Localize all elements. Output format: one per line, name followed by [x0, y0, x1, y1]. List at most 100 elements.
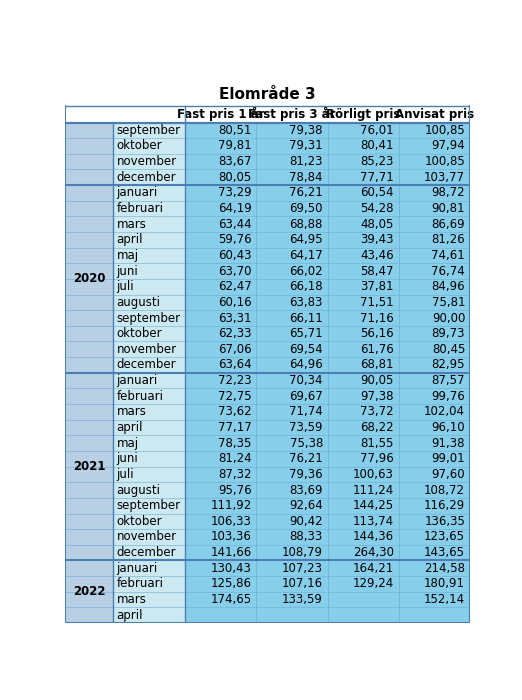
Bar: [113, 310, 185, 326]
Text: 2020: 2020: [73, 272, 105, 286]
Text: 133,59: 133,59: [282, 593, 323, 606]
Text: 79,38: 79,38: [289, 124, 323, 136]
Bar: [65, 482, 113, 498]
Text: 78,84: 78,84: [289, 171, 323, 183]
Text: 79,81: 79,81: [218, 139, 252, 153]
Bar: [113, 545, 185, 561]
Text: 144,25: 144,25: [353, 499, 394, 512]
Text: 60,54: 60,54: [361, 186, 394, 200]
Text: 73,59: 73,59: [289, 421, 323, 434]
Bar: [65, 608, 470, 623]
Bar: [65, 545, 113, 561]
Bar: [113, 608, 185, 623]
Text: 83,69: 83,69: [289, 484, 323, 496]
Text: 69,67: 69,67: [289, 390, 323, 402]
Bar: [65, 420, 113, 435]
Text: januari: januari: [116, 186, 158, 200]
Text: 129,24: 129,24: [353, 578, 394, 590]
Bar: [65, 514, 470, 529]
Text: 80,51: 80,51: [218, 124, 252, 136]
Text: juni: juni: [116, 265, 138, 278]
Text: 60,43: 60,43: [218, 249, 252, 262]
Text: 103,36: 103,36: [211, 531, 252, 543]
Text: 111,92: 111,92: [210, 499, 252, 512]
Text: 70,34: 70,34: [289, 374, 323, 387]
Bar: [65, 216, 113, 232]
Text: 103,77: 103,77: [424, 171, 465, 183]
Text: 80,41: 80,41: [361, 139, 394, 153]
Bar: [65, 138, 470, 154]
Bar: [65, 357, 113, 372]
Bar: [113, 561, 185, 576]
Text: 90,00: 90,00: [432, 312, 465, 325]
Text: 74,61: 74,61: [431, 249, 465, 262]
Text: 130,43: 130,43: [211, 562, 252, 575]
Text: 99,76: 99,76: [431, 390, 465, 402]
Text: 2022: 2022: [73, 585, 105, 598]
Bar: [65, 185, 470, 201]
Bar: [65, 451, 470, 467]
Text: april: april: [116, 609, 143, 622]
Bar: [65, 154, 113, 169]
Text: 72,23: 72,23: [218, 374, 252, 387]
Text: 75,81: 75,81: [432, 296, 465, 309]
Text: 76,21: 76,21: [289, 186, 323, 200]
Bar: [113, 467, 185, 482]
Bar: [65, 310, 113, 326]
Text: 60,16: 60,16: [218, 296, 252, 309]
Bar: [113, 138, 185, 154]
Text: 100,85: 100,85: [424, 155, 465, 168]
Text: 81,55: 81,55: [361, 437, 394, 449]
Text: 264,30: 264,30: [353, 546, 394, 559]
Bar: [113, 232, 185, 248]
Text: mars: mars: [116, 593, 146, 606]
Text: 81,24: 81,24: [218, 452, 252, 466]
Text: 66,02: 66,02: [289, 265, 323, 278]
Bar: [65, 169, 470, 185]
Text: 59,76: 59,76: [218, 233, 252, 246]
Bar: [65, 529, 470, 545]
Bar: [113, 342, 185, 357]
Text: 79,31: 79,31: [289, 139, 323, 153]
Text: oktober: oktober: [116, 327, 162, 340]
Text: 82,95: 82,95: [432, 358, 465, 372]
Text: 107,16: 107,16: [282, 578, 323, 590]
Bar: [65, 201, 113, 216]
Text: 77,17: 77,17: [218, 421, 252, 434]
Bar: [113, 216, 185, 232]
Text: 180,91: 180,91: [424, 578, 465, 590]
Text: oktober: oktober: [116, 514, 162, 528]
Bar: [65, 201, 470, 216]
Text: 75,38: 75,38: [290, 437, 323, 449]
Text: mars: mars: [116, 218, 146, 231]
Text: 69,50: 69,50: [289, 202, 323, 215]
Text: 43,46: 43,46: [360, 249, 394, 262]
Text: 63,64: 63,64: [218, 358, 252, 372]
Bar: [113, 169, 185, 185]
Text: 71,74: 71,74: [289, 405, 323, 419]
Text: 89,73: 89,73: [432, 327, 465, 340]
Text: 39,43: 39,43: [361, 233, 394, 246]
Bar: [65, 498, 113, 514]
Bar: [65, 326, 113, 342]
Bar: [65, 185, 113, 201]
Text: september: september: [116, 312, 181, 325]
Bar: [113, 295, 185, 310]
Text: 92,64: 92,64: [289, 499, 323, 512]
Text: april: april: [116, 233, 143, 246]
Text: 111,24: 111,24: [353, 484, 394, 496]
Text: februari: februari: [116, 202, 163, 215]
Text: 73,62: 73,62: [218, 405, 252, 419]
Text: 64,96: 64,96: [289, 358, 323, 372]
Bar: [65, 404, 470, 420]
Text: 125,86: 125,86: [211, 578, 252, 590]
Text: 106,33: 106,33: [211, 514, 252, 528]
Text: 79,36: 79,36: [289, 468, 323, 481]
Bar: [65, 342, 113, 357]
Text: 61,76: 61,76: [360, 343, 394, 356]
Text: 97,94: 97,94: [431, 139, 465, 153]
Text: 84,96: 84,96: [432, 280, 465, 293]
Bar: [113, 122, 185, 138]
Bar: [113, 498, 185, 514]
Bar: [65, 279, 113, 295]
